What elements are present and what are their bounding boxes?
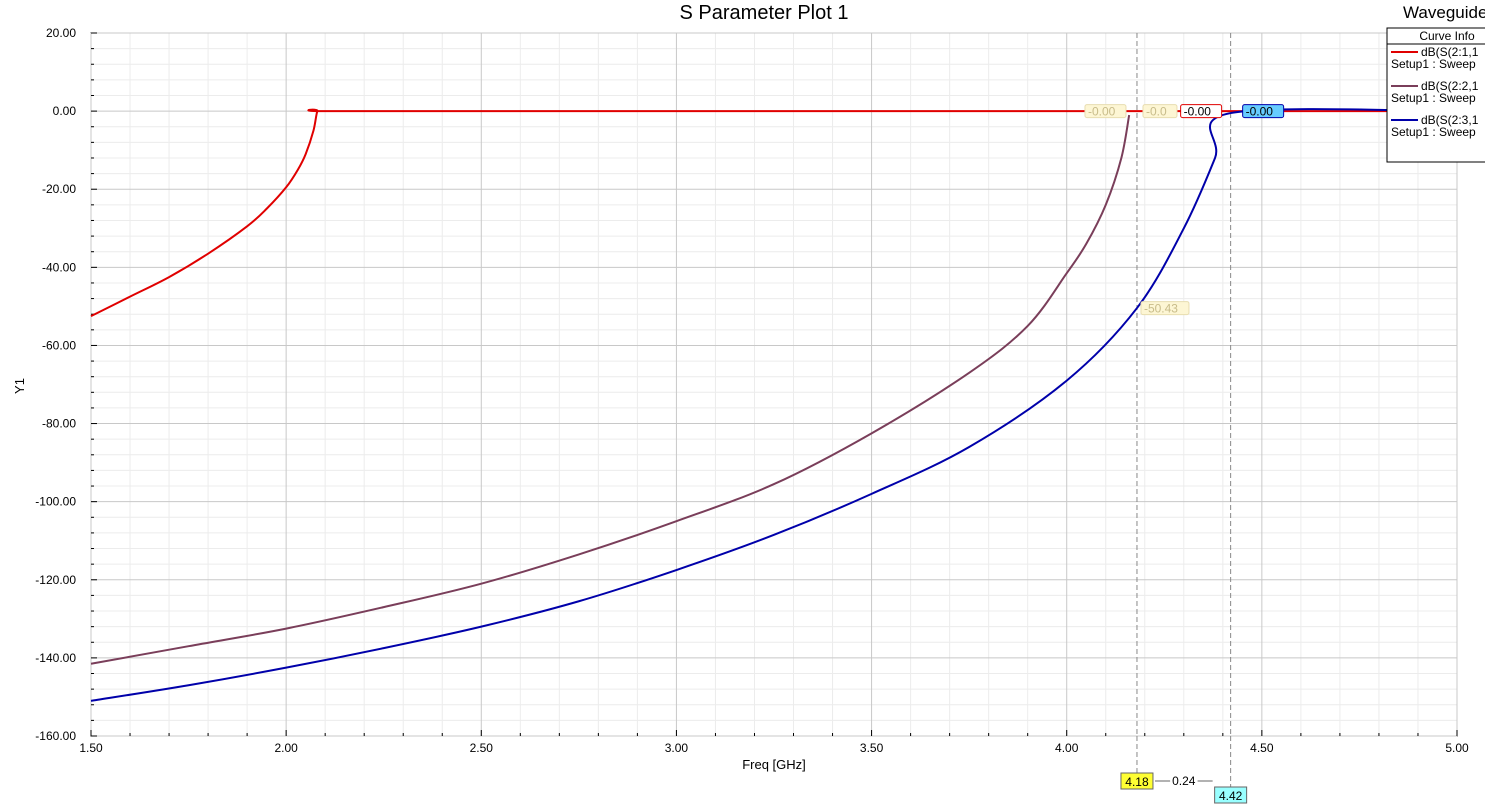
x-axis-label: Freq [GHz] xyxy=(742,757,806,772)
marker-value-text: -50.43 xyxy=(1144,302,1178,316)
x-tick-label: 3.00 xyxy=(665,741,689,755)
x-tick-label: 4.50 xyxy=(1250,741,1274,755)
marker-value: -0.00 xyxy=(1242,104,1285,119)
marker-value-box xyxy=(1084,104,1127,119)
marker-value: -0.00 xyxy=(1084,104,1127,119)
y-tick-labels: 20.00 0.00 -20.00 -40.00 -60.00 -80.00 -100.00… xyxy=(35,26,76,743)
marker-value: -0.0 xyxy=(1142,104,1178,119)
x-tick-label: 3.50 xyxy=(860,741,884,755)
series-line xyxy=(90,114,1131,665)
y-tick-label: -120.00 xyxy=(35,573,76,587)
y-tick-label: -100.00 xyxy=(35,495,76,509)
marker-value-text: -0.00 xyxy=(1246,105,1274,119)
legend-title-bar xyxy=(1386,27,1485,45)
legend-label: dB(S(2:3,1 xyxy=(1421,113,1479,127)
marker-value-box xyxy=(1140,301,1190,316)
series-line xyxy=(90,108,1458,702)
marker-badges: 4.18 4.42 0.24 xyxy=(1120,736,1248,804)
y-tick-label: 0.00 xyxy=(53,104,77,118)
marker-lines xyxy=(1136,33,1232,736)
legend-box xyxy=(1386,27,1485,163)
series-line xyxy=(90,108,1457,318)
y-tick-label: -60.00 xyxy=(42,338,76,352)
y-tick-label: -140.00 xyxy=(35,651,76,665)
y-tick-label: -20.00 xyxy=(42,182,76,196)
legend-sublabel: Setup1 : Sweep xyxy=(1391,57,1476,71)
project-name: Waveguide xyxy=(1403,3,1485,22)
marker-value-box xyxy=(1180,104,1223,119)
marker-value-box xyxy=(1142,104,1178,119)
marker-badge-box xyxy=(1214,786,1248,804)
legend-label: dB(S(2:2,1 xyxy=(1421,79,1479,93)
x-tick-label: 4.00 xyxy=(1055,741,1079,755)
marker-value-labels: -0.00 -0.0 -50.43 -0.00 -0.00 xyxy=(1084,104,1285,316)
marker-delta-label: 0.24 xyxy=(1172,774,1196,788)
marker-value: -0.00 xyxy=(1180,104,1223,119)
x-tick-label: 1.50 xyxy=(79,741,103,755)
y-axis-label: Y1 xyxy=(12,378,27,394)
x-tick-labels: 1.50 2.00 2.50 3.00 3.50 4.00 4.50 5.00 xyxy=(79,741,1469,755)
marker-value-text: -0.00 xyxy=(1088,105,1116,119)
marker-badge: 4.18 xyxy=(1120,772,1154,790)
legend-sublabel: Setup1 : Sweep xyxy=(1391,91,1476,105)
plot-area xyxy=(90,32,1458,737)
series-layer xyxy=(90,108,1458,702)
legend-sublabel: Setup1 : Sweep xyxy=(1391,125,1476,139)
y-tick-label: 20.00 xyxy=(46,26,76,40)
y-tick-label: -80.00 xyxy=(42,417,76,431)
legend-title: Curve Info xyxy=(1419,29,1475,43)
marker-value-box xyxy=(1242,104,1285,119)
marker-badge-label: 4.18 xyxy=(1125,775,1149,789)
marker-badge-label: 4.42 xyxy=(1219,789,1243,803)
chart-title: S Parameter Plot 1 xyxy=(680,2,849,24)
marker-value: -50.43 xyxy=(1140,301,1190,316)
marker-badge-box xyxy=(1120,772,1154,790)
marker-value-text: -0.0 xyxy=(1146,105,1167,119)
x-tick-label: 2.50 xyxy=(470,741,494,755)
y-tick-label: -160.00 xyxy=(35,729,76,743)
minor-grid xyxy=(91,33,1457,736)
y-tick-label: -40.00 xyxy=(42,260,76,274)
axis-ticks xyxy=(90,32,1458,737)
x-tick-label: 2.00 xyxy=(274,741,298,755)
x-tick-label: 5.00 xyxy=(1445,741,1469,755)
marker-value-text: -0.00 xyxy=(1184,105,1212,119)
marker-badge: 4.42 xyxy=(1214,786,1248,804)
legend-label: dB(S(2:1,1 xyxy=(1421,45,1479,59)
